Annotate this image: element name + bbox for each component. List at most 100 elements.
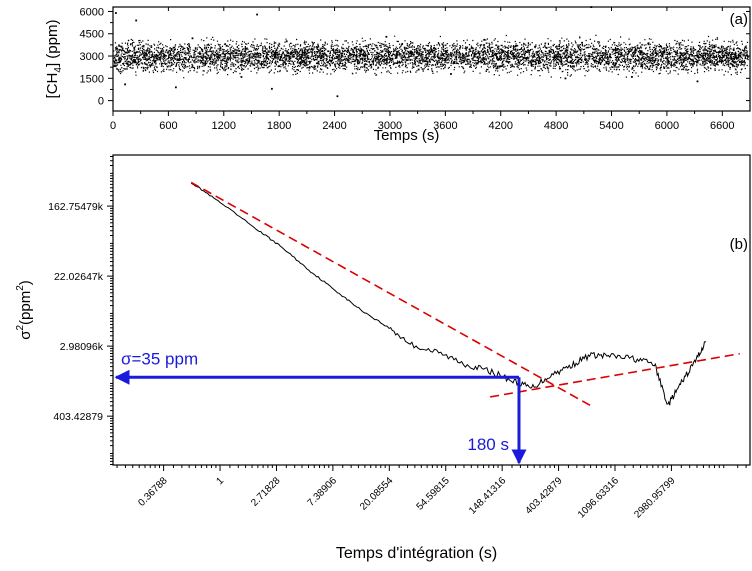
panel-b-y-label-sup: 2 (15, 325, 26, 331)
panel-a-point (548, 50, 551, 53)
panel-a-point (135, 19, 138, 22)
panel-a-point (147, 58, 150, 60)
panel-a-y-tick-label: 0 (98, 96, 104, 108)
panel-b-y-label-mid: (ppm (17, 291, 34, 325)
panel-a-point (385, 35, 388, 38)
panel-a-point (515, 44, 518, 47)
panel-a-y-tick-label: 6000 (80, 6, 104, 18)
panel-a-point (209, 62, 211, 65)
panel-b-x-tick-label: 403.42879 (523, 475, 565, 517)
panel-a-point (191, 37, 194, 40)
panel-a-point (466, 55, 469, 58)
panel-b-x-tick-label: 2980.95799 (632, 475, 677, 520)
panel-a-x-tick-label: 600 (159, 120, 177, 132)
panel-b-x-tick-label: 2.71828 (249, 475, 283, 509)
panel-a-point (663, 67, 666, 69)
panel-a-point (614, 49, 617, 52)
panel-b-x-tick-label: 54.59815 (415, 475, 453, 513)
panel-a-x-tick-label: 5400 (599, 120, 623, 132)
panel-a-y-label-tail: ] (ppm) (44, 20, 61, 68)
panel-a-x-tick-label: 6600 (710, 120, 734, 132)
panel-a-point (124, 83, 127, 86)
panel-a-frame (112, 6, 751, 112)
panel-b: σ=35 ppm 180 s 0.36788 1 2.71828 7.38906 20.0… (15, 154, 751, 562)
panel-a-point (744, 46, 747, 49)
panel-a-point (647, 43, 650, 46)
panel-a-point (270, 87, 273, 90)
panel-a-y-tick-label: 1500 (80, 73, 104, 85)
panel-a-point (316, 46, 319, 49)
panel-a-x-tick-label: 0 (110, 120, 116, 132)
panel-b-series (190, 181, 740, 408)
panel-b-y-label-sup2: 2 (15, 285, 26, 291)
panel-b-annotations: σ=35 ppm 180 s (114, 349, 527, 465)
fit-line-2 (490, 352, 740, 398)
panel-b-y-tick-label: 403.42879 (53, 411, 103, 423)
panel-b-x-tick-label: 7.38906 (306, 475, 340, 509)
panel-a-point (417, 68, 420, 71)
panel-a-point (564, 77, 567, 80)
panel-a-point (256, 13, 259, 16)
panel-a-y-axis: 0 1500 3000 4500 6000 (80, 6, 750, 108)
panel-a-point (679, 52, 682, 55)
panel-a-point (713, 44, 715, 47)
panel-a-x-label: Temps (s) (374, 127, 440, 144)
panel-a-point (729, 62, 732, 65)
fit-line-1 (190, 181, 594, 408)
panel-a-point (597, 61, 600, 63)
panel-a-point (301, 61, 304, 63)
panel-b-y-label: σ2(ppm2) (15, 280, 34, 340)
panel-b-y-label-tail: ) (17, 280, 34, 285)
panel-a-x-axis: 0 600 1200 1800 2400 3000 3600 4200 4800 5400 6000… (110, 7, 735, 132)
panel-b-y-tick-label: 162.75479k (48, 201, 104, 213)
panel-a-x-tick-label: 1200 (212, 120, 236, 132)
panel-a-y-tick-label: 3000 (80, 51, 104, 63)
panel-a-y-label-main: [CH (44, 73, 61, 99)
panel-a-data-points (113, 6, 749, 98)
panel-b-x-tick-label: 0.36788 (136, 475, 170, 509)
panel-b-y-axis: 403.42879 2.98096k 22.02647k 162.75479k (48, 156, 113, 465)
panel-b-y-tick-label: 2.98096k (60, 341, 104, 353)
panel-b-frame (112, 154, 751, 466)
panel-a-x-tick-label: 4800 (544, 120, 568, 132)
panel-a-point (499, 65, 501, 68)
panel-b-label: (b) (730, 236, 748, 253)
panel-a-x-tick-label: 4200 (488, 120, 512, 132)
panel-a-point (285, 40, 288, 43)
panel-a-point (174, 86, 177, 89)
panel-a-x-tick-label: 3000 (378, 120, 402, 132)
panel-a-point (590, 6, 593, 8)
panel-b-x-tick-label: 148.41316 (467, 475, 509, 517)
panel-a-x-tick-label: 1800 (267, 120, 291, 132)
panel-a-point (336, 95, 339, 98)
panel-a-point (114, 12, 117, 14)
panel-a: 0 600 1200 1800 2400 3000 3600 4200 4800 5400 6000… (44, 6, 751, 144)
panel-a-point (434, 47, 437, 50)
panel-a-point (369, 64, 372, 66)
panel-a-x-tick-label: 6000 (655, 120, 679, 132)
sigma-annotation-label: σ=35 ppm (121, 349, 198, 368)
panel-b-x-tick-label: 1 (214, 475, 226, 487)
panel-a-point (225, 44, 228, 47)
panel-a-point (240, 76, 243, 78)
panel-a-y-label: [CH4] (ppm) (44, 20, 64, 99)
panel-a-point (483, 38, 486, 41)
panel-a-point (581, 41, 583, 44)
panel-a-point (401, 43, 403, 46)
panel-a-point (631, 76, 633, 78)
panel-a-noise-band (113, 34, 749, 79)
panel-a-y-tick-label: 4500 (80, 29, 104, 41)
panel-b-y-label-main: σ (17, 330, 34, 340)
time-annotation-label: 180 s (467, 435, 509, 454)
panel-b-x-axis: 0.36788 1 2.71828 7.38906 20.08554 54.59815 14… (116, 465, 747, 520)
panel-b-x-tick-label: 20.08554 (358, 475, 396, 513)
panel-a-point (450, 73, 452, 75)
panel-a-point (353, 53, 355, 56)
panel-a-point (160, 50, 163, 53)
panel-a-x-tick-label: 2400 (322, 120, 346, 132)
allan-variance-curve (190, 182, 707, 406)
panel-a-y-label-sub: 4 (53, 67, 64, 73)
panel-b-x-label: Temps d'intégration (s) (336, 545, 497, 562)
